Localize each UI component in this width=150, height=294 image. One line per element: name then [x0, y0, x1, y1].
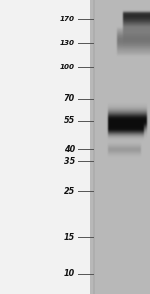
- Text: 55: 55: [64, 116, 75, 125]
- Text: 40: 40: [64, 145, 75, 154]
- Text: 100: 100: [60, 64, 75, 70]
- Text: 170: 170: [60, 16, 75, 22]
- Text: 130: 130: [60, 40, 75, 46]
- Text: 70: 70: [64, 94, 75, 103]
- Bar: [0, 0, 90, 294]
- Bar: [90, 0, 94, 294]
- Bar: [90, 0, 150, 294]
- Bar: [147, 0, 150, 294]
- Text: 25: 25: [64, 187, 75, 196]
- Text: 10: 10: [64, 269, 75, 278]
- Text: 35: 35: [64, 157, 75, 166]
- Text: 15: 15: [64, 233, 75, 242]
